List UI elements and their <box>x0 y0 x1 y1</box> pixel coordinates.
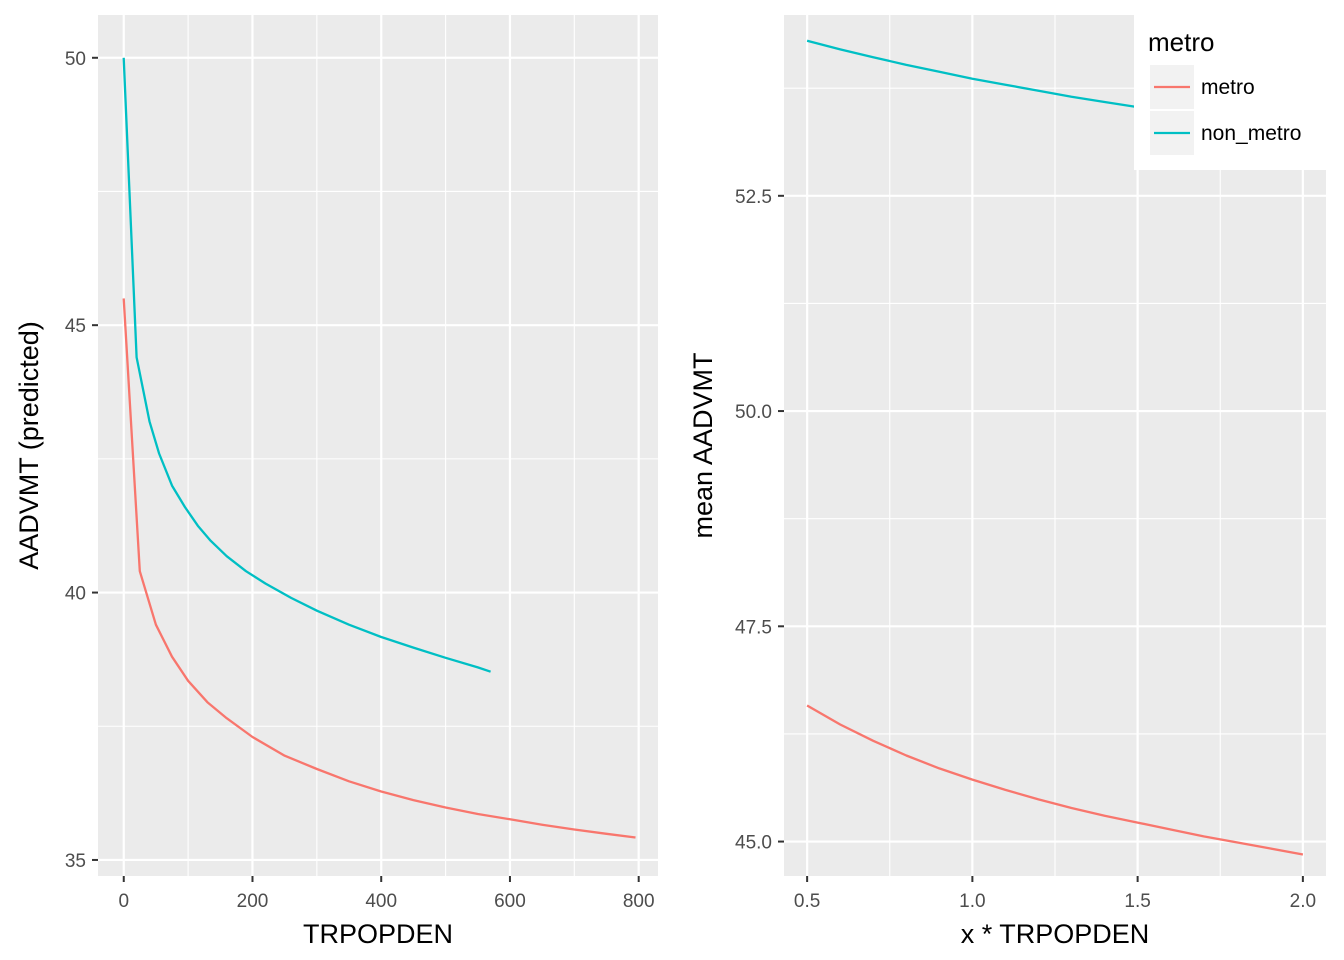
y-axis-title: AADVMT (predicted) <box>14 321 44 570</box>
series-line-metro <box>806 704 1304 856</box>
y-tick-label: 45 <box>65 316 86 337</box>
x-tick-label: 1.0 <box>959 891 985 912</box>
y-tick-label: 50.0 <box>735 402 772 423</box>
series-line-metro <box>122 298 636 839</box>
x-tick-label: 2.0 <box>1290 891 1316 912</box>
legend: metro metro non_metro <box>1134 14 1344 170</box>
legend-label: non_metro <box>1201 122 1301 145</box>
x-axis-title: x * TRPOPDEN <box>961 919 1150 949</box>
y-tick-label: 47.5 <box>735 617 772 638</box>
x-tick-label: 200 <box>237 891 269 912</box>
y-tick-label: 35 <box>65 851 86 872</box>
y-tick-label: 52.5 <box>735 187 772 208</box>
x-tick-label: 400 <box>365 891 397 912</box>
y-axis-title: mean AADVMT <box>688 352 718 538</box>
y-tick-label: 45.0 <box>735 833 772 854</box>
x-tick-label: 0.5 <box>794 891 820 912</box>
series-line-non-metro <box>122 57 491 673</box>
y-tick-label: 40 <box>65 584 86 605</box>
x-axis-title: TRPOPDEN <box>303 919 453 949</box>
legend-title: metro <box>1148 27 1214 57</box>
x-tick-label: 0 <box>118 891 129 912</box>
x-tick-label: 600 <box>494 891 526 912</box>
y-tick-label: 50 <box>65 49 86 70</box>
legend-label: metro <box>1201 76 1255 99</box>
panel-1: 0 200 400 600 800 35 40 45 50 TRPOPDEN AADVMT (pre… <box>14 15 658 949</box>
plot-background <box>98 15 658 876</box>
x-tick-label: 1.5 <box>1124 891 1150 912</box>
x-tick-label: 800 <box>623 891 655 912</box>
